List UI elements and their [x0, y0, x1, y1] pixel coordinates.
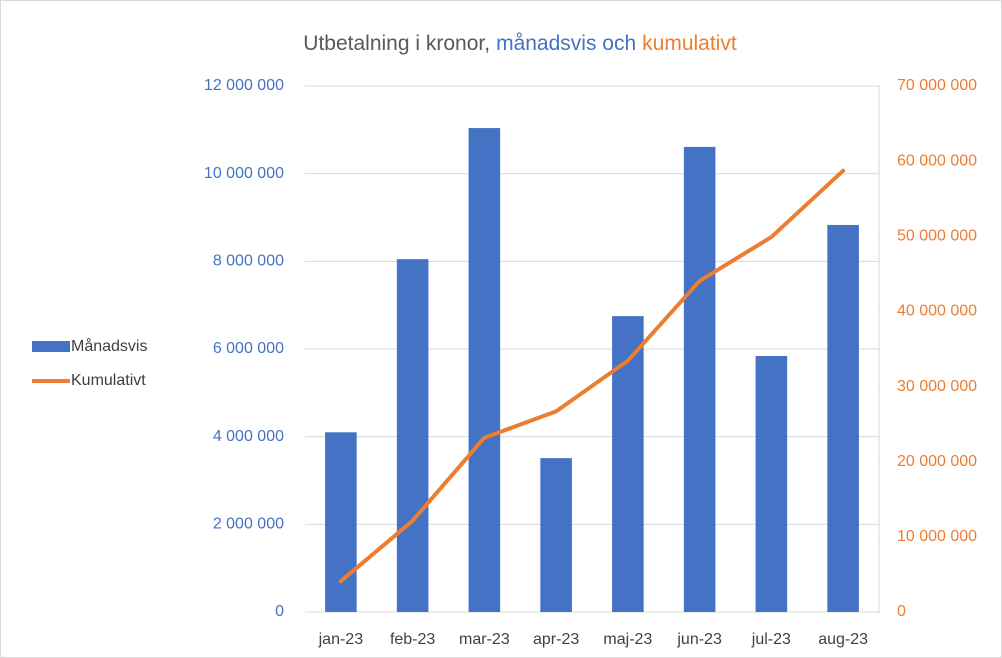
- y-tick-label: 10 000 000: [204, 165, 284, 182]
- chart-title: Utbetalning i kronor, månadsvis och kumula…: [303, 32, 737, 55]
- x-tick-label: mar-23: [459, 631, 510, 648]
- y2-tick-label: 50 000 000: [897, 228, 977, 245]
- bar: [612, 316, 644, 612]
- x-tick-label: jul-23: [751, 631, 791, 648]
- bar: [325, 432, 357, 612]
- legend-label: Kumulativt: [71, 372, 146, 389]
- x-tick-label: apr-23: [533, 631, 579, 648]
- bar: [683, 146, 716, 612]
- bar: [755, 356, 788, 612]
- y2-tick-label: 70 000 000: [897, 77, 977, 94]
- y-tick-label: 12 000 000: [204, 77, 284, 94]
- title-part: Utbetalning i kronor,: [303, 32, 490, 55]
- y-tick-label: 8 000 000: [213, 253, 284, 270]
- y-tick-label: 4 000 000: [213, 428, 284, 445]
- y-tick-label: 2 000 000: [213, 516, 284, 533]
- y2-tick-label: 10 000 000: [897, 528, 977, 545]
- bar: [468, 128, 501, 612]
- legend-swatch: [32, 341, 70, 352]
- title-part: kumulativt: [642, 32, 737, 55]
- x-tick-label: maj-23: [603, 631, 652, 648]
- x-tick-label: aug-23: [818, 631, 868, 648]
- legend-label: Månadsvis: [71, 337, 147, 355]
- y2-tick-label: 30 000 000: [897, 378, 977, 395]
- y2-tick-label: 60 000 000: [897, 152, 977, 169]
- y-tick-label: 6 000 000: [213, 340, 284, 357]
- title-part: månadsvis och: [496, 32, 636, 55]
- y2-tick-label: 40 000 000: [897, 303, 977, 320]
- bar: [827, 224, 859, 612]
- bar: [540, 458, 572, 612]
- bar: [396, 259, 429, 612]
- y-tick-label: 0: [275, 603, 284, 620]
- x-tick-label: feb-23: [390, 631, 435, 648]
- y2-tick-label: 20 000 000: [897, 453, 977, 470]
- cumulative-line: [338, 168, 846, 584]
- x-tick-label: jan-23: [318, 631, 364, 648]
- x-tick-label: jun-23: [676, 631, 722, 648]
- y2-tick-label: 0: [897, 603, 906, 620]
